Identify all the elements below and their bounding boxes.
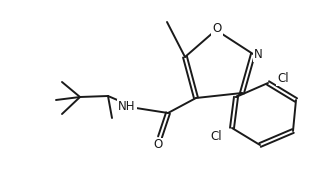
Text: Cl: Cl <box>210 129 222 143</box>
Text: NH: NH <box>118 99 136 112</box>
Text: O: O <box>212 22 222 36</box>
Text: N: N <box>254 49 262 61</box>
Text: Cl: Cl <box>277 73 289 85</box>
Text: O: O <box>153 139 163 152</box>
